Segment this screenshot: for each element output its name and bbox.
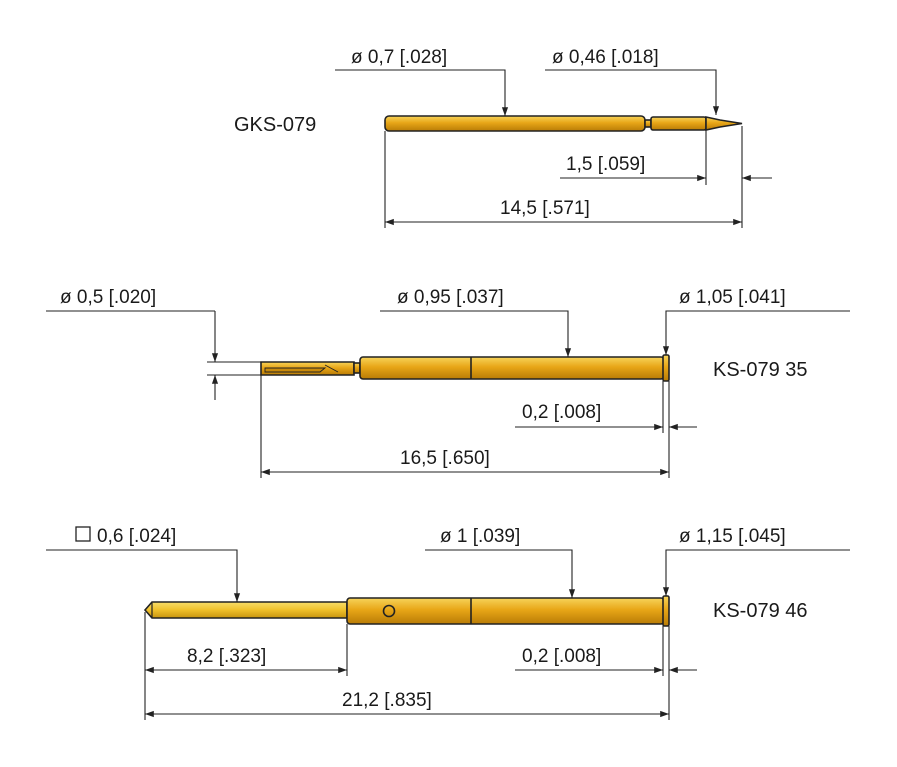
dim-dia-body: ø 0,95 [.037] [397, 287, 504, 308]
leader-dia-tip [545, 69, 720, 115]
pin-ks-079-46-body [143, 595, 670, 627]
dim-collar-len: 0,2 [.008] [522, 402, 601, 423]
dim-tip-len: 1,5 [.059] [566, 154, 645, 175]
dim-dia-collar: ø 1,15 [.045] [679, 526, 786, 547]
pin-ks-079-35: KS-079 35 ø 0,5 [.020] ø 0,95 [.037] ø 1… [46, 287, 850, 478]
dim-dia-collar: ø 1,05 [.041] [679, 287, 786, 308]
pin-plunger [650, 116, 707, 131]
crimp-hole [382, 604, 396, 618]
pin-neck [644, 119, 652, 128]
leader-dia-main [335, 69, 509, 116]
dim-dia-main: ø 0,7 [.028] [351, 47, 447, 68]
pin-barrel [384, 115, 646, 132]
collar [662, 595, 670, 627]
part-label-ks-079-46: KS-079 46 [713, 600, 808, 622]
part-label-ks-079-35: KS-079 35 [713, 359, 808, 381]
leader-dia-collar [662, 310, 850, 355]
dim-dia-tip: ø 0,46 [.018] [552, 47, 659, 68]
slot-edge [324, 364, 339, 373]
leader-dia-body [380, 310, 572, 357]
dim-total-len: 16,5 [.650] [400, 448, 490, 469]
barrel [359, 356, 665, 380]
square-symbol-icon [75, 526, 91, 542]
dim-total-len: 21,2 [.835] [342, 690, 432, 711]
pin-gks-079-body [384, 115, 743, 132]
part-label-gks-079: GKS-079 [234, 114, 316, 136]
slot [264, 367, 327, 373]
neck [353, 362, 361, 374]
dim-dia-body: ø 1 [.039] [440, 526, 520, 547]
dim-dia-end: ø 0,5 [.020] [60, 287, 156, 308]
pin-ks-079-35-body [260, 354, 670, 382]
leader-dia-body [425, 549, 576, 598]
dim-total-len: 14,5 [.571] [500, 198, 590, 219]
dim-square-blade: 0,6 [.024] [97, 526, 176, 547]
square-blade [143, 601, 348, 619]
collar [662, 354, 670, 382]
leader-square-blade [46, 549, 241, 602]
dim-blade-len: 8,2 [.323] [187, 646, 266, 667]
leader-dia-collar [662, 549, 850, 596]
dim-collar-len: 0,2 [.008] [522, 646, 601, 667]
pin-ks-079-46: KS-079 46 0,6 [.024] ø 1 [.039] ø 1,15 [… [46, 526, 850, 720]
pin-tip [705, 116, 743, 131]
pin-gks-079: GKS-079 ø 0,7 [.028] ø 0,46 [.018] 1,5 [… [234, 47, 772, 228]
